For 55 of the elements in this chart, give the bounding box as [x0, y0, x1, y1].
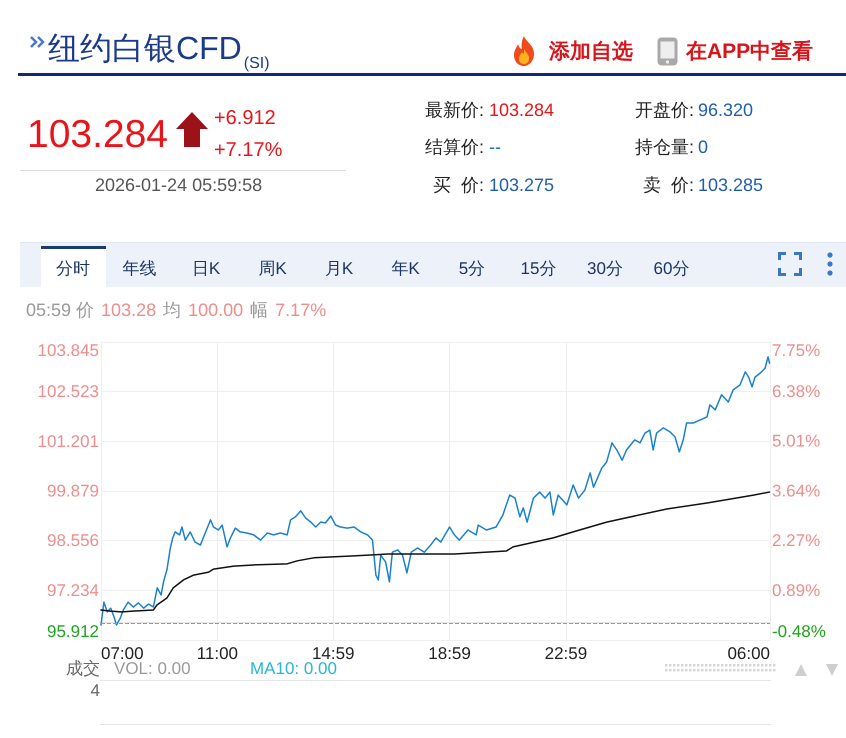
text: 月K — [324, 258, 354, 278]
text: 周K — [258, 258, 287, 278]
y2-tick-label: -0.48% — [772, 622, 826, 641]
text: 日K — [192, 258, 220, 278]
y-tick-label: 101.201 — [38, 432, 99, 451]
text: 纽约白银CFD$_{(SI)}$ — [48, 29, 270, 72]
text: 103.28 — [101, 299, 156, 321]
text: 开盘价: — [634, 98, 694, 122]
text: 分时 — [56, 258, 90, 278]
text: 96.320 — [698, 98, 754, 122]
y-tick-label: 97.234 — [47, 580, 99, 600]
text: 103.285 — [698, 174, 764, 196]
y-tick-label: 103.845 — [38, 341, 99, 360]
text: +7.17% — [214, 138, 282, 162]
text: 100.00 — [188, 299, 244, 321]
text: 均 — [163, 299, 182, 321]
y2-tick-label: 7.75% — [772, 341, 820, 360]
text: 4 — [90, 680, 100, 700]
text: +6.912 — [214, 106, 276, 130]
text: 卖 价: — [642, 174, 694, 196]
y2-tick-label: 3.64% — [772, 481, 820, 500]
text: 30分 — [587, 258, 623, 278]
x-tick-label: 18:59 — [428, 644, 471, 663]
text: 最新价: — [424, 98, 484, 122]
text: 15分 — [520, 258, 556, 278]
text: 103.275 — [489, 174, 554, 196]
y-tick-label: 99.879 — [47, 481, 99, 500]
y2-tick-label: 0.89% — [772, 580, 820, 600]
text: 持仓量: — [634, 136, 694, 158]
x-tick-label: 06:00 — [727, 644, 770, 663]
text: 2026-01-24 05:59:58 — [95, 174, 262, 196]
y-tick-label: 95.912 — [47, 622, 99, 641]
y2-tick-label: 5.01% — [772, 432, 820, 451]
text: 103.284 — [489, 98, 554, 122]
y-tick-label: 98.556 — [47, 531, 99, 550]
text: 0 — [698, 136, 708, 158]
text: 05:59 价 — [26, 299, 94, 321]
text: 添加自选 — [549, 39, 633, 65]
text: 103.284 — [27, 112, 168, 158]
text: 买 价: — [432, 174, 484, 196]
text: 7.17% — [275, 299, 326, 321]
text: 5分 — [458, 258, 486, 278]
text: -- — [489, 136, 501, 158]
y-tick-label: 102.523 — [38, 382, 99, 402]
text: 60分 — [654, 258, 690, 278]
y2-tick-label: 6.38% — [772, 382, 820, 402]
text: 幅 — [250, 299, 268, 321]
x-tick-label: 11:00 — [196, 644, 238, 663]
y2-tick-label: 2.27% — [772, 530, 820, 550]
x-tick-label: 22:59 — [544, 644, 588, 663]
text: 在APP中查看 — [686, 39, 814, 65]
text: 结算价: — [424, 136, 484, 158]
text: 成交 — [66, 658, 100, 678]
text: 年线 — [122, 258, 156, 278]
text: 年K — [391, 258, 420, 278]
